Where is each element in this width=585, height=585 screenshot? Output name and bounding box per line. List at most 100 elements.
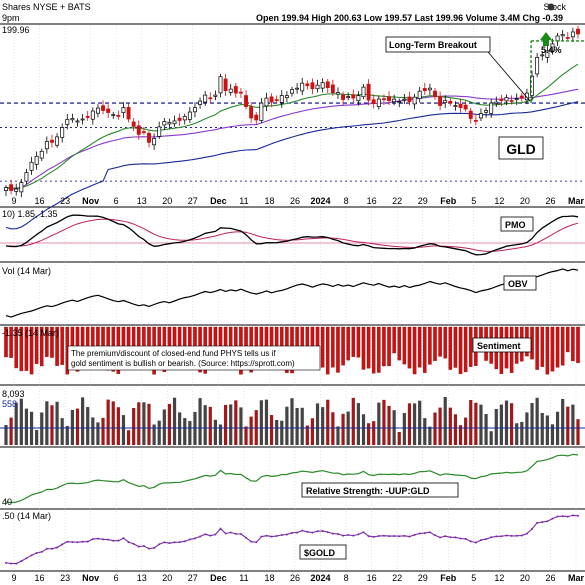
sentiment-bar [382,326,386,367]
gold-point [265,534,268,537]
gold-point [275,535,278,538]
x-axis-label: Feb [440,573,457,583]
candle-body [438,96,443,106]
candle-body [44,141,49,150]
volume-bar [142,402,146,445]
gold-point [214,533,217,536]
volume-bar [157,420,161,445]
candle-body [85,116,90,118]
gold-label: $GOLD [304,548,336,558]
sentiment-bar [555,326,560,368]
volume-bar [285,406,289,445]
sentiment-bar [60,326,64,365]
volume-bar [203,405,207,445]
volume-bar [479,404,483,445]
candle-body [484,110,489,113]
x-axis-label: 5 [471,196,476,206]
candle-body [228,88,233,93]
candle-body [198,100,203,105]
gold-values: .50 (14 Mar) [2,511,51,521]
candle-body [305,83,310,87]
sentiment-bar [45,326,49,357]
volume-bar [438,407,442,445]
x-axis-label: 26 [290,573,300,583]
candle-body [80,118,85,121]
gold-point [229,531,232,534]
gold-point [428,531,431,534]
gold-point [311,531,314,534]
x-axis-label: 22 [392,196,402,206]
volume-bar [96,422,100,445]
gold-point [66,540,69,543]
volume-bar [494,409,498,445]
volume-bar [91,417,95,445]
candle-body [264,97,269,107]
x-axis-label: 26 [545,573,555,583]
sentiment-bar [412,326,417,375]
gold-point [352,534,355,537]
candle-body [187,111,192,120]
volume-bar [412,403,417,445]
candle-body [371,99,376,104]
volume-bar [535,397,539,445]
candle-body [269,96,274,103]
candle-body [494,101,499,104]
gold-point [515,534,518,537]
gold-point [30,554,33,557]
sentiment-bar [50,326,54,358]
sentiment-bar [4,326,8,358]
rs-label-box [301,482,459,498]
x-axis-label: 23 [60,573,70,583]
volume-bar [70,409,74,445]
candle-body [310,82,315,90]
candle-body [320,82,325,89]
sentiment-bar [407,326,412,369]
gold-point [321,529,324,532]
candle-body [167,122,172,125]
sentiment-values: -1.35 (14 Mar) [2,328,59,338]
volume-bar [126,430,131,445]
gold-point [163,541,166,544]
candle-body [376,98,381,107]
volume-bar [377,402,381,445]
gold-point [285,533,288,536]
gold-point [393,535,396,538]
candle-body [453,105,458,107]
gold-point [204,533,207,536]
gold-point [15,562,18,565]
gold-point [245,536,248,539]
candle-body [29,161,34,171]
gold-point [102,538,105,541]
gold-point [112,539,115,542]
gold-point [61,543,64,546]
gold-point [178,541,181,544]
x-axis-label: 13 [137,573,147,583]
gold-point [107,538,110,541]
volume-bar [9,417,13,445]
symbol-label: GLD [506,141,536,157]
candle-body [504,97,509,102]
volume-bar [540,413,544,445]
gold-point [188,538,191,541]
candle-body [95,107,100,114]
candle-body [427,87,432,91]
candle-body [136,125,141,135]
sentiment-bar [371,326,376,374]
volume-bar [515,423,519,445]
candle-body [90,110,95,120]
volume-bar [326,399,330,445]
gold-point [56,546,59,549]
gold-point [127,541,130,544]
candle-body [14,188,19,192]
sentiment-bar [458,326,463,374]
candle-body [422,88,427,91]
x-axis-label: 23 [60,196,70,206]
gold-point [336,533,339,536]
sentiment-bar [331,326,335,368]
sentiment-bar [320,326,325,368]
volume-bar [132,408,136,445]
gold-point [76,541,79,544]
gold-point [199,535,202,538]
candle-body [4,187,8,191]
sentiment-bar [535,326,539,370]
